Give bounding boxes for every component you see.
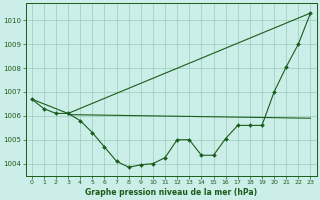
- X-axis label: Graphe pression niveau de la mer (hPa): Graphe pression niveau de la mer (hPa): [85, 188, 257, 197]
